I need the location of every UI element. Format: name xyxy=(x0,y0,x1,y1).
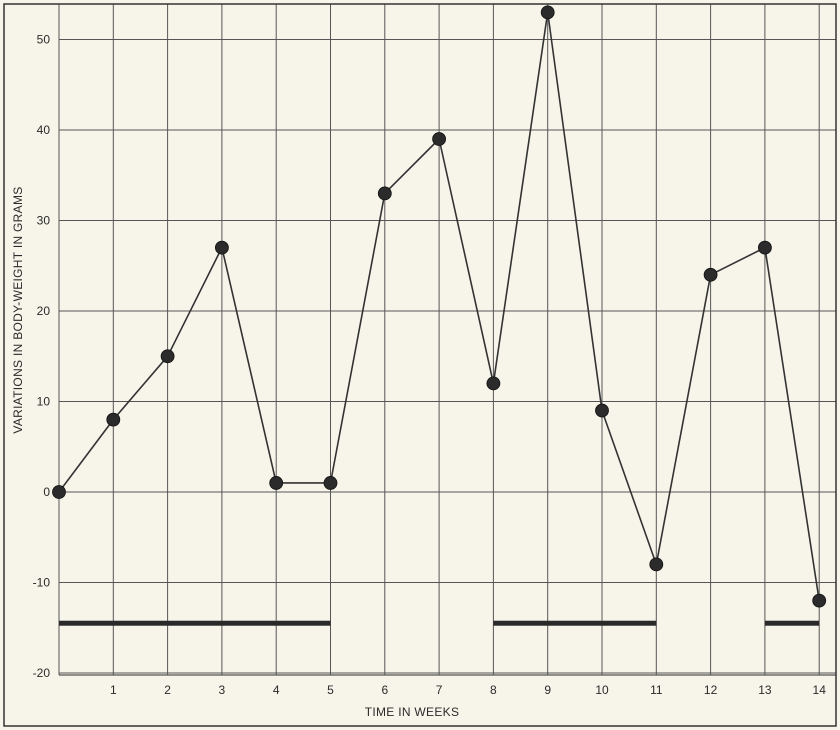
period-bar xyxy=(493,620,657,626)
y-tick-label: 50 xyxy=(37,33,51,47)
data-point xyxy=(432,132,447,146)
data-points xyxy=(52,5,827,608)
y-tick-label: 0 xyxy=(43,485,50,499)
x-axis-label: TIME IN WEEKS xyxy=(365,705,460,719)
data-point xyxy=(758,240,772,255)
data-point xyxy=(812,593,827,608)
x-tick-label: 11 xyxy=(650,683,663,697)
x-tick-label: 4 xyxy=(273,683,280,697)
data-point xyxy=(703,267,718,282)
data-point xyxy=(649,557,664,572)
data-point xyxy=(377,186,392,201)
x-tick-label: 13 xyxy=(758,683,772,697)
x-tick-label: 12 xyxy=(704,683,718,697)
data-point xyxy=(595,403,609,418)
data-point xyxy=(52,485,66,499)
x-tick-label: 14 xyxy=(813,683,827,697)
y-tick-label: 30 xyxy=(37,214,51,228)
data-point xyxy=(323,476,338,490)
data-point xyxy=(214,240,229,255)
y-tick-label: 10 xyxy=(37,395,51,409)
y-tick-label: -20 xyxy=(33,666,51,680)
period-bars xyxy=(59,620,820,626)
plot-frame xyxy=(3,3,837,727)
x-tick-label: 8 xyxy=(490,683,497,697)
x-tick-label: 6 xyxy=(381,683,388,697)
period-bar xyxy=(764,620,820,626)
data-point xyxy=(269,476,284,490)
x-tick-label: 9 xyxy=(544,683,551,697)
y-tick-label: 40 xyxy=(37,123,51,137)
x-tick-label: 7 xyxy=(436,683,443,697)
y-tick-label: -10 xyxy=(33,576,51,590)
x-tick-label: 1 xyxy=(110,683,117,697)
x-tick-label: 10 xyxy=(595,683,609,697)
x-tick-label: 2 xyxy=(164,683,171,697)
data-point xyxy=(486,376,501,391)
data-point xyxy=(160,349,175,364)
x-tick-label: 5 xyxy=(327,683,334,697)
y-tick-label: 20 xyxy=(37,304,51,318)
period-bar xyxy=(59,620,331,626)
grid-lines xyxy=(58,4,836,676)
data-point xyxy=(540,5,555,20)
y-axis-label: VARIATIONS IN BODY-WEIGHT IN GRAMS xyxy=(11,186,25,433)
x-tick-label: 3 xyxy=(219,683,226,697)
data-point xyxy=(106,412,121,427)
